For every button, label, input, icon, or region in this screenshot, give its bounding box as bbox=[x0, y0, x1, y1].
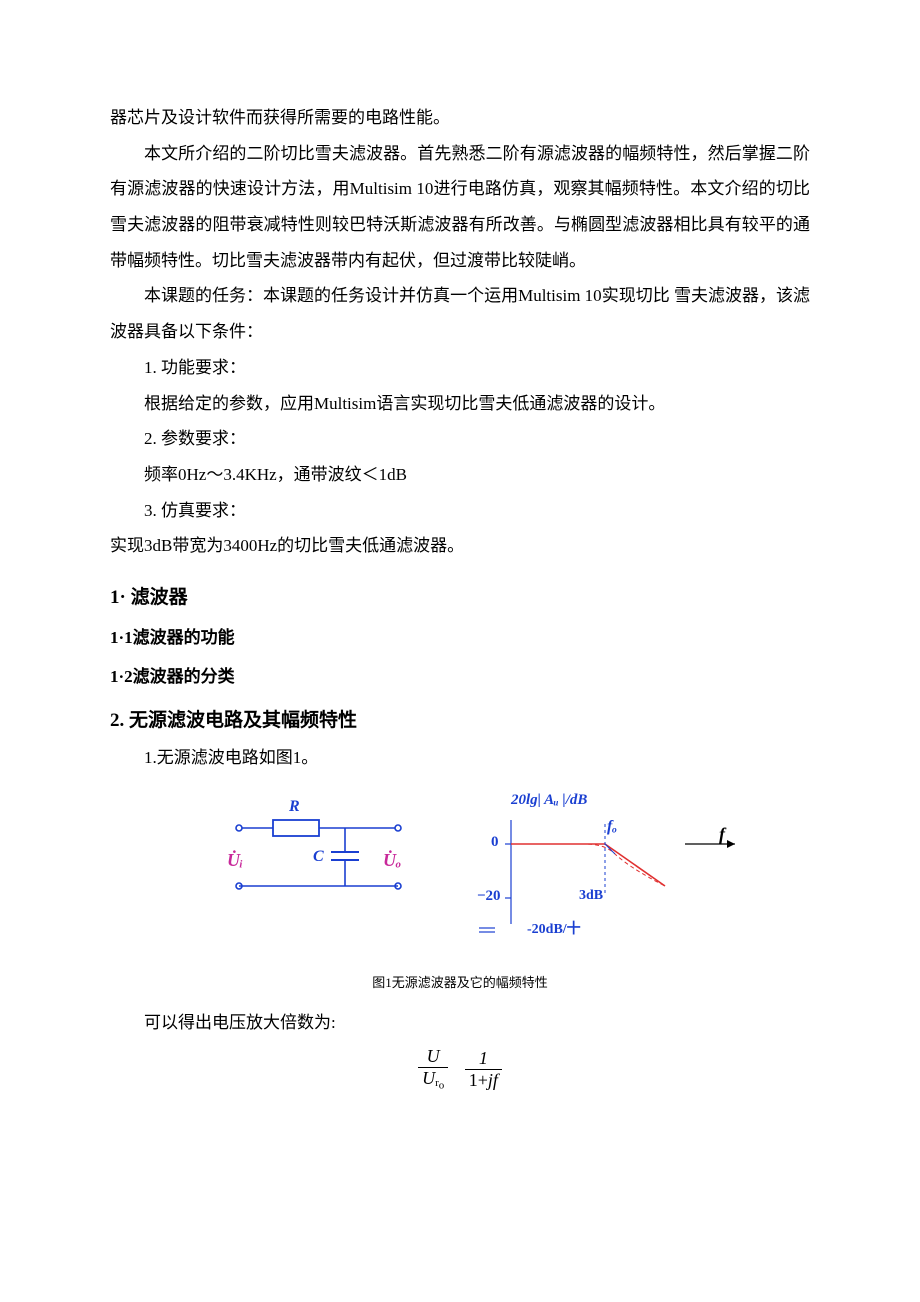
bode-ylabel: 20lg| Aᵤ |/dB bbox=[511, 792, 587, 809]
eq-rhs: 1 1+jf bbox=[465, 1048, 502, 1091]
paragraph: 器芯片及设计软件而获得所需要的电路性能。 bbox=[110, 100, 810, 136]
figure-1-caption: 图1无源滤波器及它的幅频特性 bbox=[110, 972, 810, 991]
heading-1-filter: 1· 滤波器 bbox=[110, 582, 810, 609]
list-item-2-body: 频率0Hz〜3.4KHz，通带波纹＜1dB bbox=[110, 457, 810, 493]
heading-2-function: 1·1滤波器的功能 bbox=[110, 623, 810, 648]
list-item-3: 3. 仿真要求： bbox=[110, 493, 810, 529]
eq-lhs-den: Uro bbox=[418, 1068, 448, 1092]
label-R: R bbox=[289, 798, 300, 816]
bode-fo: fₒ bbox=[607, 818, 617, 836]
list-item-1: 1. 功能要求： bbox=[110, 350, 810, 386]
paragraph: 可以得出电压放大倍数为: bbox=[110, 1005, 810, 1041]
label-Uo: U̇ₒ bbox=[383, 850, 401, 871]
circuit-diagram: R C U̇ᵢ U̇ₒ bbox=[225, 794, 425, 914]
equation-gain: U Uro 1 1+jf bbox=[110, 1046, 810, 1092]
label-C: C bbox=[313, 848, 324, 866]
document-page: 器芯片及设计软件而获得所需要的电路性能。 本文所介绍的二阶切比雪夫滤波器。首先熟… bbox=[0, 0, 920, 1158]
figure-1: R C U̇ᵢ U̇ₒ bbox=[110, 794, 810, 954]
bode-tick-0: 0 bbox=[491, 834, 499, 851]
bode-3db: 3dB bbox=[579, 888, 603, 904]
paragraph: 本课题的任务：本课题的任务设计并仿真一个运用Multisim 10实现切比 雪夫… bbox=[110, 278, 810, 349]
bode-slope: -20dB/十 bbox=[527, 918, 581, 938]
heading-2-classification: 1·2滤波器的分类 bbox=[110, 662, 810, 687]
label-Ui: U̇ᵢ bbox=[227, 850, 243, 871]
bode-tick-neg20: −20 bbox=[477, 888, 501, 905]
list-item-2: 2. 参数要求： bbox=[110, 421, 810, 457]
eq-rhs-den: 1+jf bbox=[465, 1070, 502, 1091]
bode-svg bbox=[455, 794, 755, 954]
bode-plot: 20lg| Aᵤ |/dB 0 −20 fₒ f 3dB -20dB/十 bbox=[455, 794, 695, 954]
eq-lhs-num: U bbox=[418, 1046, 448, 1068]
eq-rhs-num: 1 bbox=[465, 1048, 502, 1070]
bode-f: f bbox=[719, 824, 725, 845]
eq-lhs: U Uro bbox=[418, 1046, 448, 1092]
heading-1-passive: 2. 无源滤波电路及其幅频特性 bbox=[110, 705, 810, 732]
list-item-3-body: 实现3dB带宽为3400Hz的切比雪夫低通滤波器。 bbox=[110, 528, 810, 564]
paragraph: 本文所介绍的二阶切比雪夫滤波器。首先熟悉二阶有源滤波器的幅频特性，然后掌握二阶有… bbox=[110, 136, 810, 279]
paragraph: 1.无源滤波电路如图1。 bbox=[110, 740, 810, 776]
list-item-1-body: 根据给定的参数，应用Multisim语言实现切比雪夫低通滤波器的设计。 bbox=[110, 386, 810, 422]
